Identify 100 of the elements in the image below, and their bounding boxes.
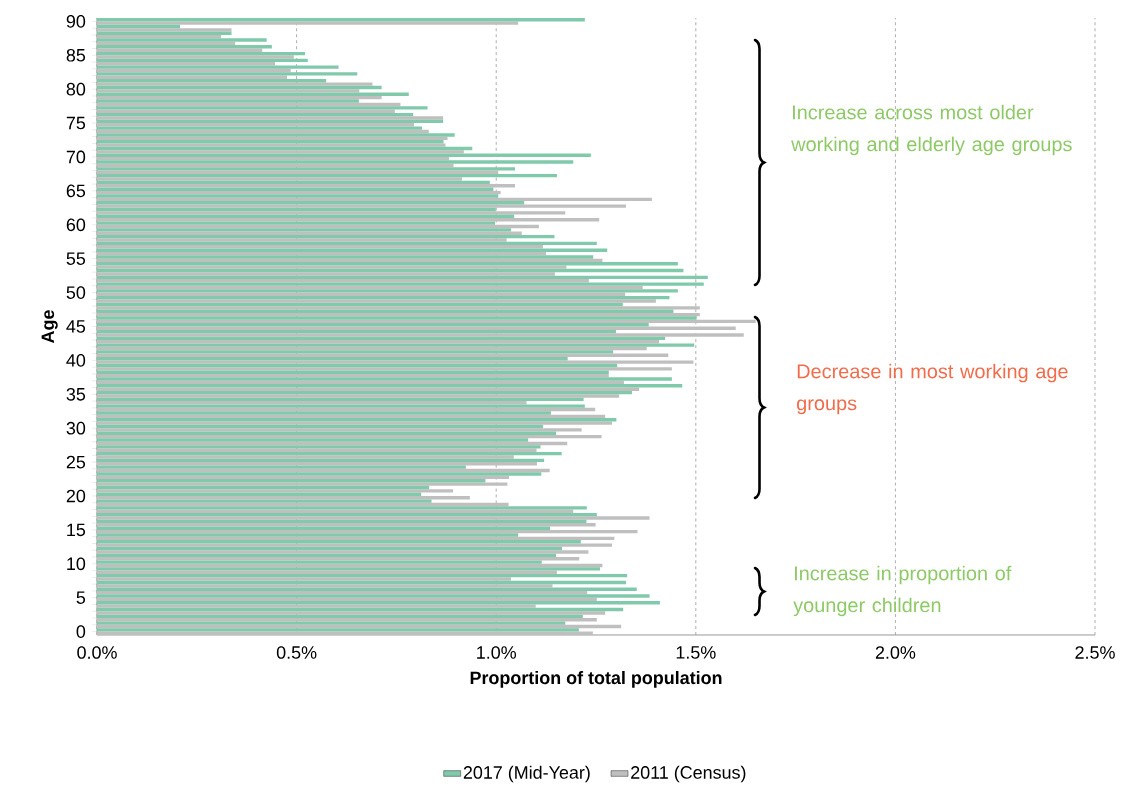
bar <box>97 177 462 181</box>
bar <box>97 116 444 120</box>
bar <box>97 360 694 364</box>
bar <box>97 82 373 86</box>
y-tick-label: 85 <box>66 48 86 62</box>
y-tick-label: 55 <box>66 252 86 265</box>
bar <box>97 533 519 537</box>
bar <box>97 550 589 554</box>
bar <box>97 245 543 249</box>
bar <box>97 465 466 469</box>
y-tick-label: 30 <box>66 421 86 435</box>
bar <box>97 326 736 330</box>
x-tick-label: 2.0% <box>875 646 916 659</box>
bar <box>97 89 360 93</box>
bar <box>97 489 454 493</box>
y-tick-label: 60 <box>66 218 86 232</box>
bar <box>97 523 596 527</box>
bar <box>97 577 511 581</box>
bar <box>97 204 626 208</box>
bar <box>97 621 566 625</box>
y-tick-label: 20 <box>66 489 86 503</box>
bar <box>97 211 566 215</box>
bar <box>97 394 620 398</box>
bar <box>97 584 553 588</box>
bar <box>97 167 515 171</box>
y-axis-title: Age <box>41 310 58 343</box>
bar <box>97 289 678 293</box>
y-tick-label: 45 <box>66 320 86 333</box>
y-tick-label: 40 <box>66 354 86 367</box>
bar <box>97 221 496 225</box>
y-tick-label: 10 <box>67 557 86 571</box>
bar <box>97 333 744 337</box>
bar <box>97 628 579 632</box>
y-tick-label: 5 <box>76 591 86 604</box>
bar <box>97 543 612 547</box>
bar <box>97 384 683 388</box>
bar <box>97 194 499 198</box>
bar <box>97 99 359 103</box>
bar <box>97 455 514 459</box>
x-tick-label: 0.0% <box>77 646 117 659</box>
bar <box>97 72 358 76</box>
y-tick-label: 50 <box>66 286 86 299</box>
bar <box>97 38 267 42</box>
bar <box>97 106 428 110</box>
annotation: Increase in proportion of younger children <box>793 565 1012 617</box>
bar <box>97 133 455 137</box>
y-tick-label: 35 <box>66 387 86 401</box>
bar <box>97 428 582 432</box>
bar <box>97 560 542 564</box>
bar <box>97 506 587 510</box>
y-tick-label: 0 <box>76 625 86 638</box>
y-tick-label: 90 <box>66 15 86 28</box>
bar <box>97 377 672 381</box>
bar <box>97 265 567 269</box>
annotation: Increase across most older working and elderly age groups <box>791 104 1072 156</box>
bar <box>97 421 612 425</box>
annotation: Decrease in most working age groups <box>797 363 1068 415</box>
x-tick-label: 2.5% <box>1075 646 1115 659</box>
x-tick-label: 1.5% <box>676 646 716 659</box>
bar <box>97 126 422 130</box>
bar <box>97 48 263 52</box>
x-tick-label: 0.5% <box>276 646 317 659</box>
bar <box>97 65 339 69</box>
legend-label: 2017 (Mid-Year) <box>463 765 590 783</box>
bar <box>97 21 519 25</box>
x-tick-label: 1.0% <box>477 646 517 659</box>
bar <box>97 404 585 408</box>
bar <box>97 594 650 598</box>
bar <box>97 238 507 242</box>
bar <box>97 316 697 320</box>
y-tick-label: 70 <box>66 150 86 164</box>
bar <box>97 160 574 164</box>
bar <box>97 299 656 303</box>
bar <box>97 567 600 571</box>
bar <box>97 411 551 415</box>
y-tick-label: 75 <box>66 116 86 130</box>
bar <box>97 255 594 259</box>
bar <box>97 482 508 486</box>
bar <box>97 187 494 191</box>
y-tick-label: 65 <box>66 184 86 198</box>
y-tick-label: 15 <box>67 523 86 537</box>
bar <box>97 306 700 310</box>
bar <box>97 55 294 59</box>
bar <box>97 228 511 232</box>
bar <box>97 499 432 503</box>
bar <box>97 343 695 347</box>
bar <box>97 350 614 354</box>
bar <box>97 367 672 371</box>
bar <box>97 445 541 449</box>
bar <box>97 472 542 476</box>
bar <box>97 438 529 442</box>
bar <box>97 604 536 608</box>
x-axis-title: Proportion of total population <box>470 671 722 688</box>
bar <box>97 516 650 520</box>
y-tick-label: 80 <box>66 82 86 96</box>
legend-label: 2011 (Census) <box>631 765 746 783</box>
bar <box>97 150 464 154</box>
bar <box>97 272 555 276</box>
bar <box>97 611 606 615</box>
bar <box>97 282 704 286</box>
